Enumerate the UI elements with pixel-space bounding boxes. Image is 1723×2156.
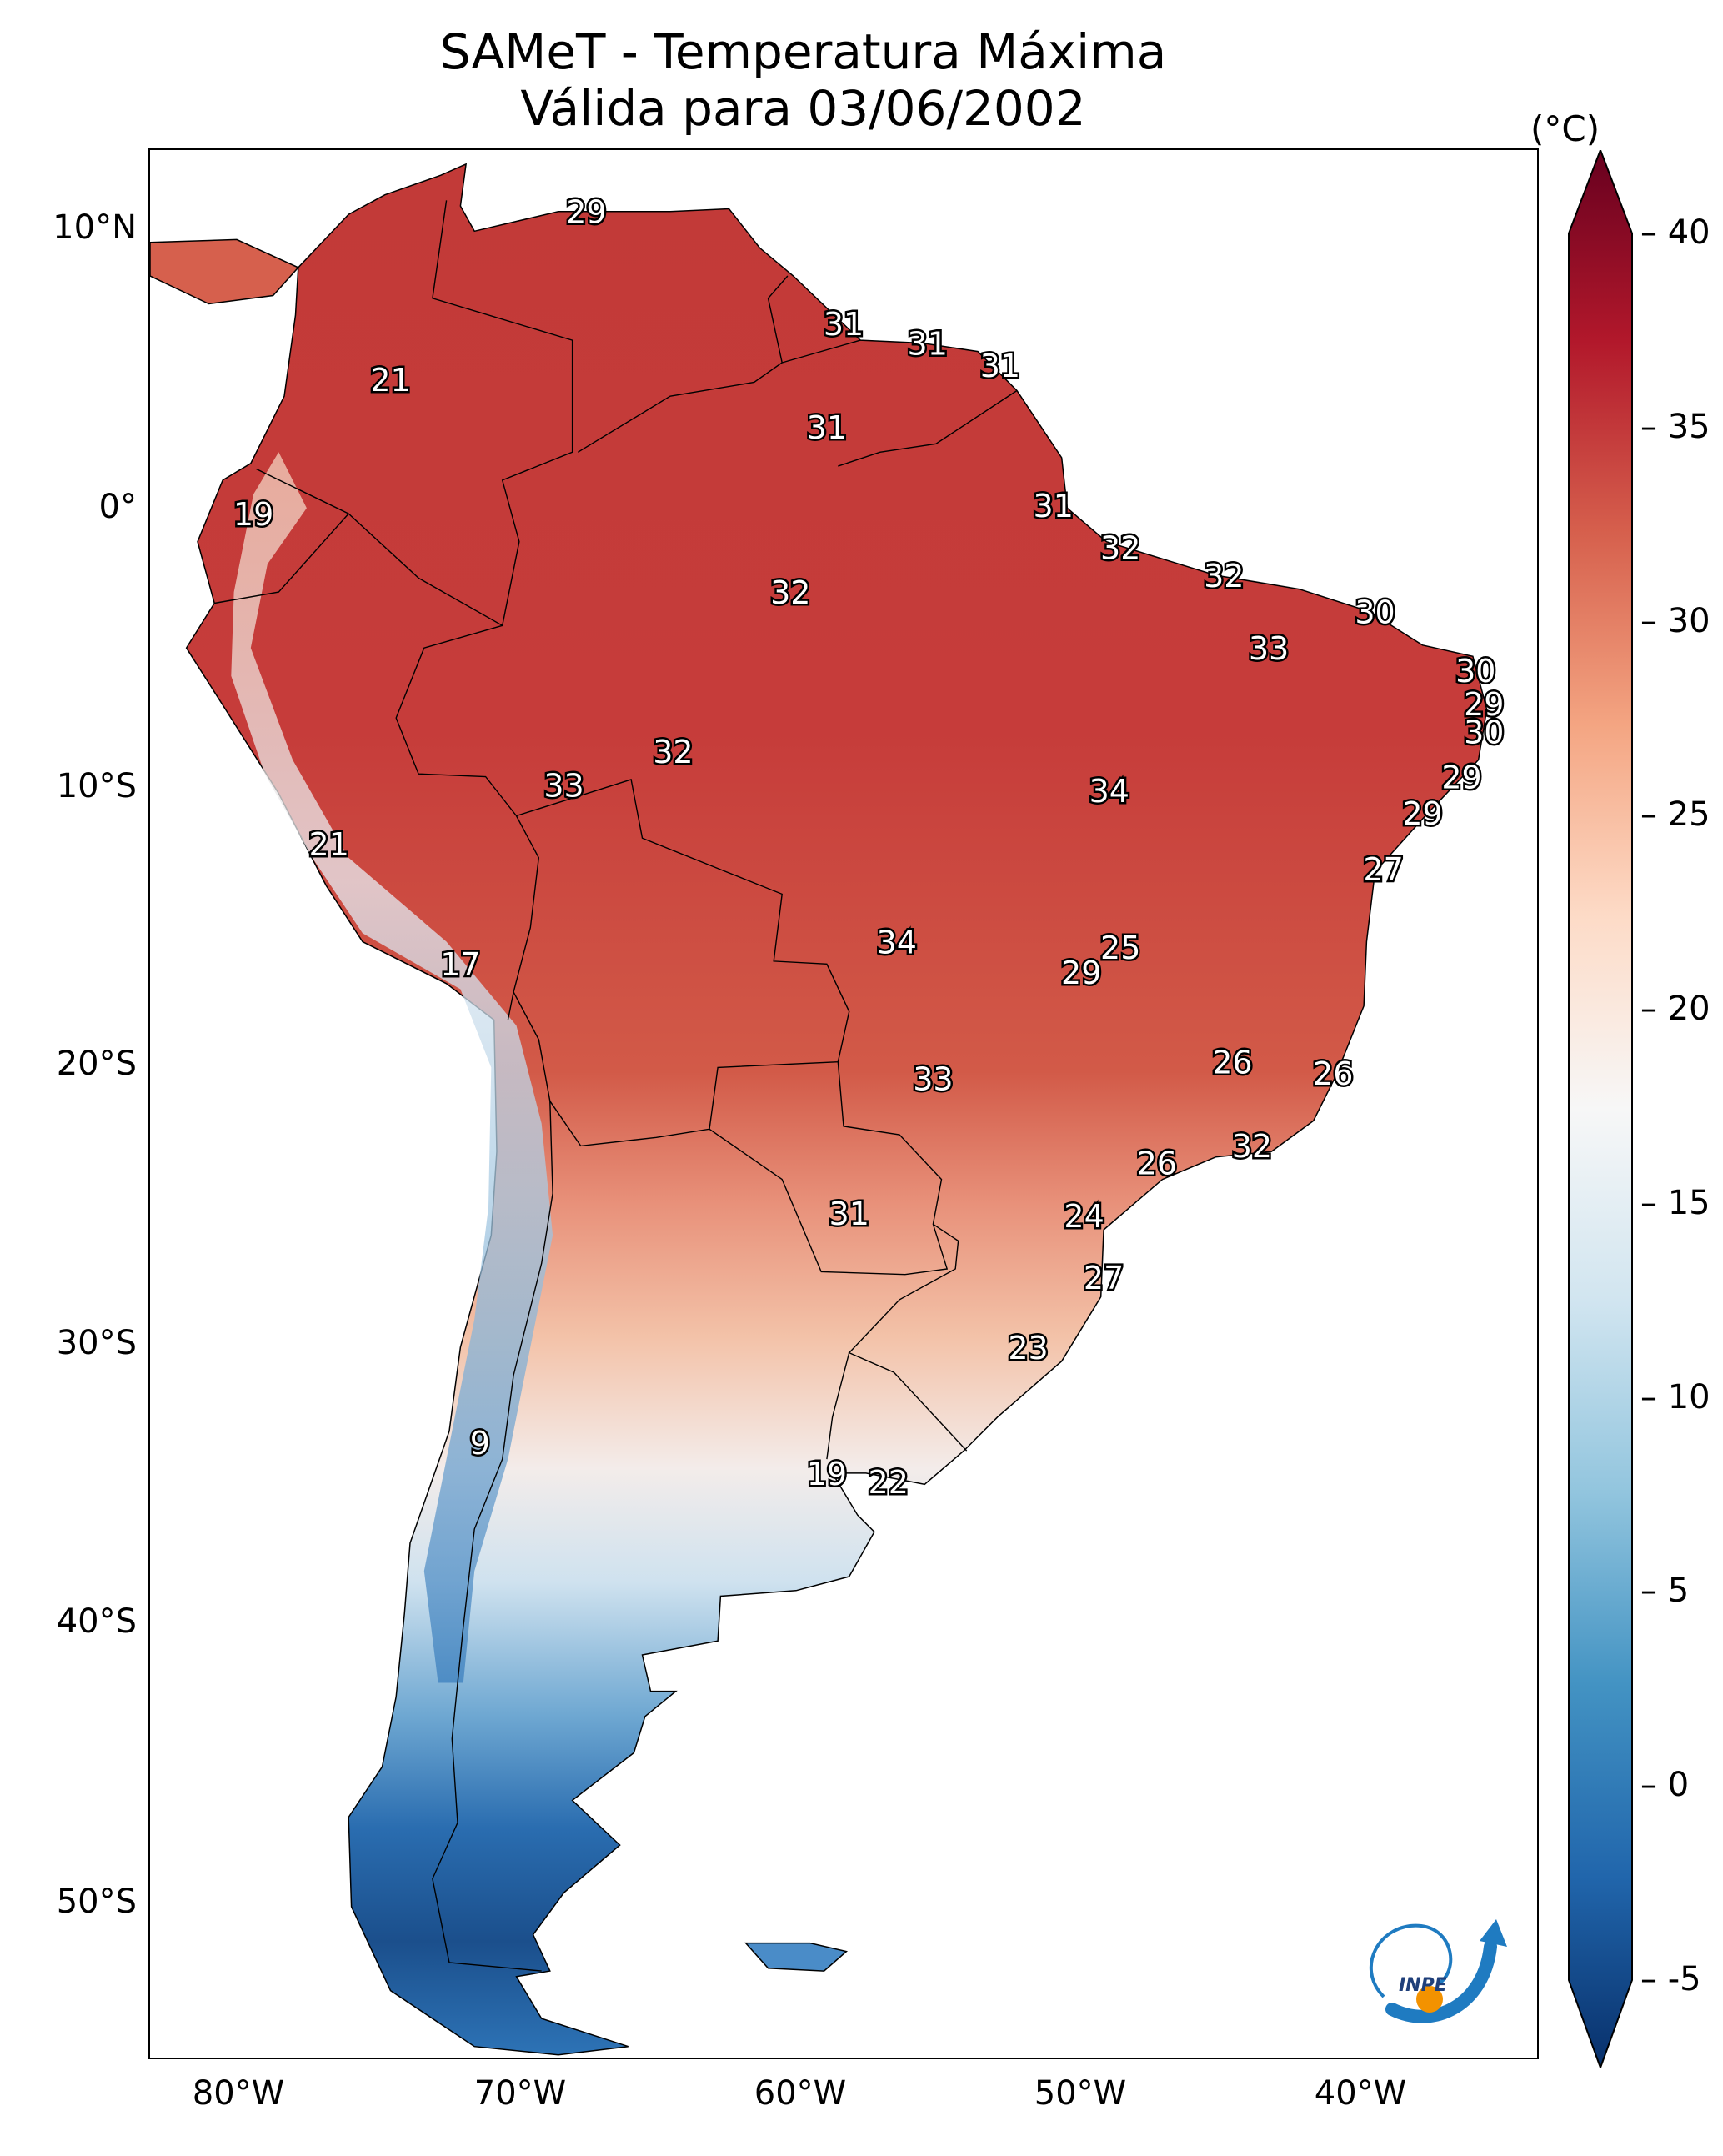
temperature-label: 32 [1232, 1128, 1272, 1165]
svg-text:INPE: INPE [1399, 1975, 1447, 1996]
map-title-line1: SAMeT - Temperatura Máxima [439, 23, 1167, 80]
colorbar-tick-label: – 25 [1640, 795, 1710, 835]
colorbar-tick-label: – -5 [1640, 1960, 1701, 1998]
lat-label-40s: 40°S [56, 1602, 137, 1641]
colorbar-tick-label: – 30 [1640, 601, 1710, 640]
temperature-label: 22 [869, 1464, 909, 1501]
temperature-label: 29 [1061, 955, 1101, 991]
temperature-label: 19 [807, 1456, 847, 1492]
temperature-label: 30 [1455, 653, 1495, 689]
temperature-label: 33 [543, 767, 584, 804]
temperature-label: 27 [1363, 851, 1403, 888]
border-line [826, 1352, 850, 1460]
border-line [513, 778, 850, 1147]
colorbar-tick-label: – 10 [1640, 1377, 1710, 1416]
temperature-label: 34 [1089, 773, 1129, 810]
temperature-label: 33 [1249, 630, 1289, 667]
inpe-logo: INPE [1369, 1919, 1507, 2023]
south-america-landmass[interactable] [150, 163, 1488, 2056]
temperature-label: 29 [566, 194, 606, 231]
temperature-label: 21 [370, 362, 410, 399]
temperature-label: 34 [877, 924, 917, 960]
central-america-shape [150, 238, 300, 305]
temperature-label: 21 [309, 826, 349, 863]
lon-label-80w: 80°W [192, 2074, 285, 2113]
colorbar-unit: (°C) [1530, 108, 1600, 149]
lon-label-60w: 60°W [754, 2074, 847, 2113]
colorbar-tick-label: – 15 [1640, 1183, 1710, 1222]
temperature-label: 31 [1034, 488, 1074, 524]
temperature-label: 17 [440, 946, 480, 983]
andes-cool-region [231, 452, 553, 1683]
border-line [709, 1061, 949, 1276]
temperature-label: 33 [913, 1061, 953, 1098]
temperature-label: 26 [1313, 1055, 1353, 1092]
lon-label-70w: 70°W [473, 2074, 567, 2113]
map-title-line2: Válida para 03/06/2002 [520, 80, 1086, 137]
temperature-label: 31 [829, 1196, 869, 1232]
temperature-label: 29 [1464, 686, 1504, 723]
temperature-label: 32 [1204, 558, 1244, 594]
falkland-islands-shape [744, 1942, 848, 1972]
temperature-label: 29 [1441, 759, 1481, 795]
colorbar [1568, 150, 1633, 2068]
colorbar-tick-label: – 20 [1640, 990, 1710, 1029]
temperature-label: 26 [1137, 1145, 1177, 1181]
temperature-label: 19 [233, 496, 273, 533]
temperature-label: 26 [1212, 1045, 1252, 1081]
temperature-label: 32 [1100, 529, 1140, 566]
border-line [782, 339, 861, 364]
colorbar-tick-label: – 5 [1640, 1572, 1690, 1611]
temperature-label: 24 [1064, 1198, 1104, 1235]
temperature-label: 31 [980, 348, 1020, 384]
temperature-label: 29 [1402, 795, 1442, 832]
lat-label-20s: 20°S [56, 1045, 137, 1083]
colorbar-tick-label: – 40 [1640, 213, 1710, 252]
temperature-label: 31 [824, 306, 864, 343]
temperature-label: 27 [1084, 1260, 1124, 1296]
temperature-label: 25 [1100, 930, 1140, 966]
border-line [256, 200, 573, 627]
colorbar-tick-label: – 0 [1640, 1766, 1690, 1805]
temperature-label: 23 [1008, 1330, 1048, 1366]
continent-shape [185, 163, 1488, 2056]
temperature-label: 30 [1464, 714, 1504, 751]
lat-label-50s: 50°S [56, 1883, 137, 1921]
country-borders [214, 200, 1018, 1972]
border-line [432, 1101, 553, 1972]
border-line [848, 1223, 968, 1452]
temperature-label: 31 [908, 325, 948, 362]
colorbar-tick-label: – 35 [1640, 407, 1710, 446]
temperature-label: 32 [653, 734, 693, 770]
border-line [395, 624, 540, 1020]
map-frame[interactable]: 29 21 31 31 31 31 19 31 32 32 32 30 33 30 29 30 32 33 34 29… [148, 148, 1539, 2059]
lat-label-0: 0° [98, 488, 137, 526]
lat-label-30s: 30°S [56, 1324, 137, 1362]
lon-label-40w: 40°W [1314, 2074, 1407, 2113]
temperature-label: 31 [807, 409, 847, 446]
temperature-label: 30 [1355, 594, 1395, 630]
border-line [214, 513, 349, 604]
temperature-label: 9 [470, 1425, 490, 1462]
lat-label-10s: 10°S [56, 767, 137, 805]
lon-label-50w: 50°W [1034, 2074, 1127, 2113]
border-line [577, 275, 789, 453]
lat-label-10n: 10°N [53, 208, 137, 247]
border-line [838, 389, 1018, 467]
temperature-label: 32 [770, 574, 810, 611]
